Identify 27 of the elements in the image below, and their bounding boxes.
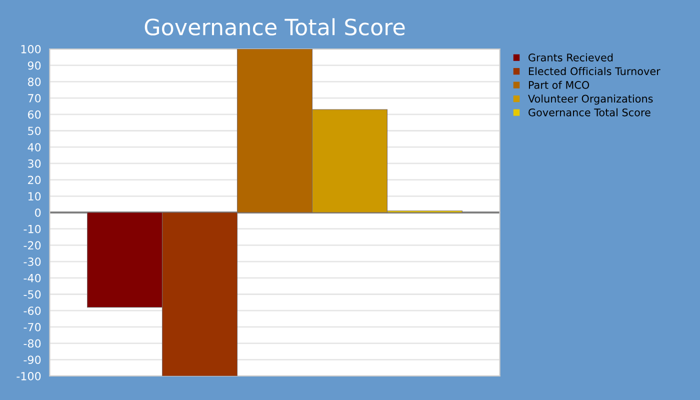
y-tick-label: -80 [24, 339, 41, 348]
y-tick-label: 90 [28, 61, 41, 70]
y-tick-label: -40 [24, 274, 41, 282]
y-tick-label: -100 [16, 372, 41, 380]
y-tick-label: -70 [24, 322, 41, 332]
legend-label: Volunteer Organizations [528, 94, 653, 105]
y-tick-label: -20 [24, 241, 41, 250]
y-tick-label: 50 [28, 126, 41, 136]
y-tick-label: 10 [28, 192, 41, 201]
y-tick-label: -90 [24, 356, 41, 364]
y-tick-label: 40 [28, 143, 41, 152]
y-tick-label: -10 [24, 224, 41, 234]
y-tick-label: 70 [28, 94, 41, 102]
chart-title: Governance Total Score [144, 18, 405, 36]
legend-label: Grants Recieved [528, 53, 613, 62]
y-tick-label: -60 [24, 306, 41, 315]
y-tick-label: 30 [28, 159, 41, 168]
legend-label: Part of MCO [528, 80, 590, 89]
y-tick-label: -30 [24, 258, 41, 266]
y-tick-label: 0 [35, 208, 41, 217]
y-tick-label: 20 [28, 176, 41, 184]
y-tick-label: 100 [21, 44, 41, 54]
y-tick-label: -50 [24, 290, 41, 299]
legend-label: Governance Total Score [528, 108, 650, 116]
y-tick-label: 80 [28, 78, 41, 86]
y-tick-label: 60 [28, 110, 41, 119]
legend-label: Elected Officials Turnover [528, 67, 660, 76]
